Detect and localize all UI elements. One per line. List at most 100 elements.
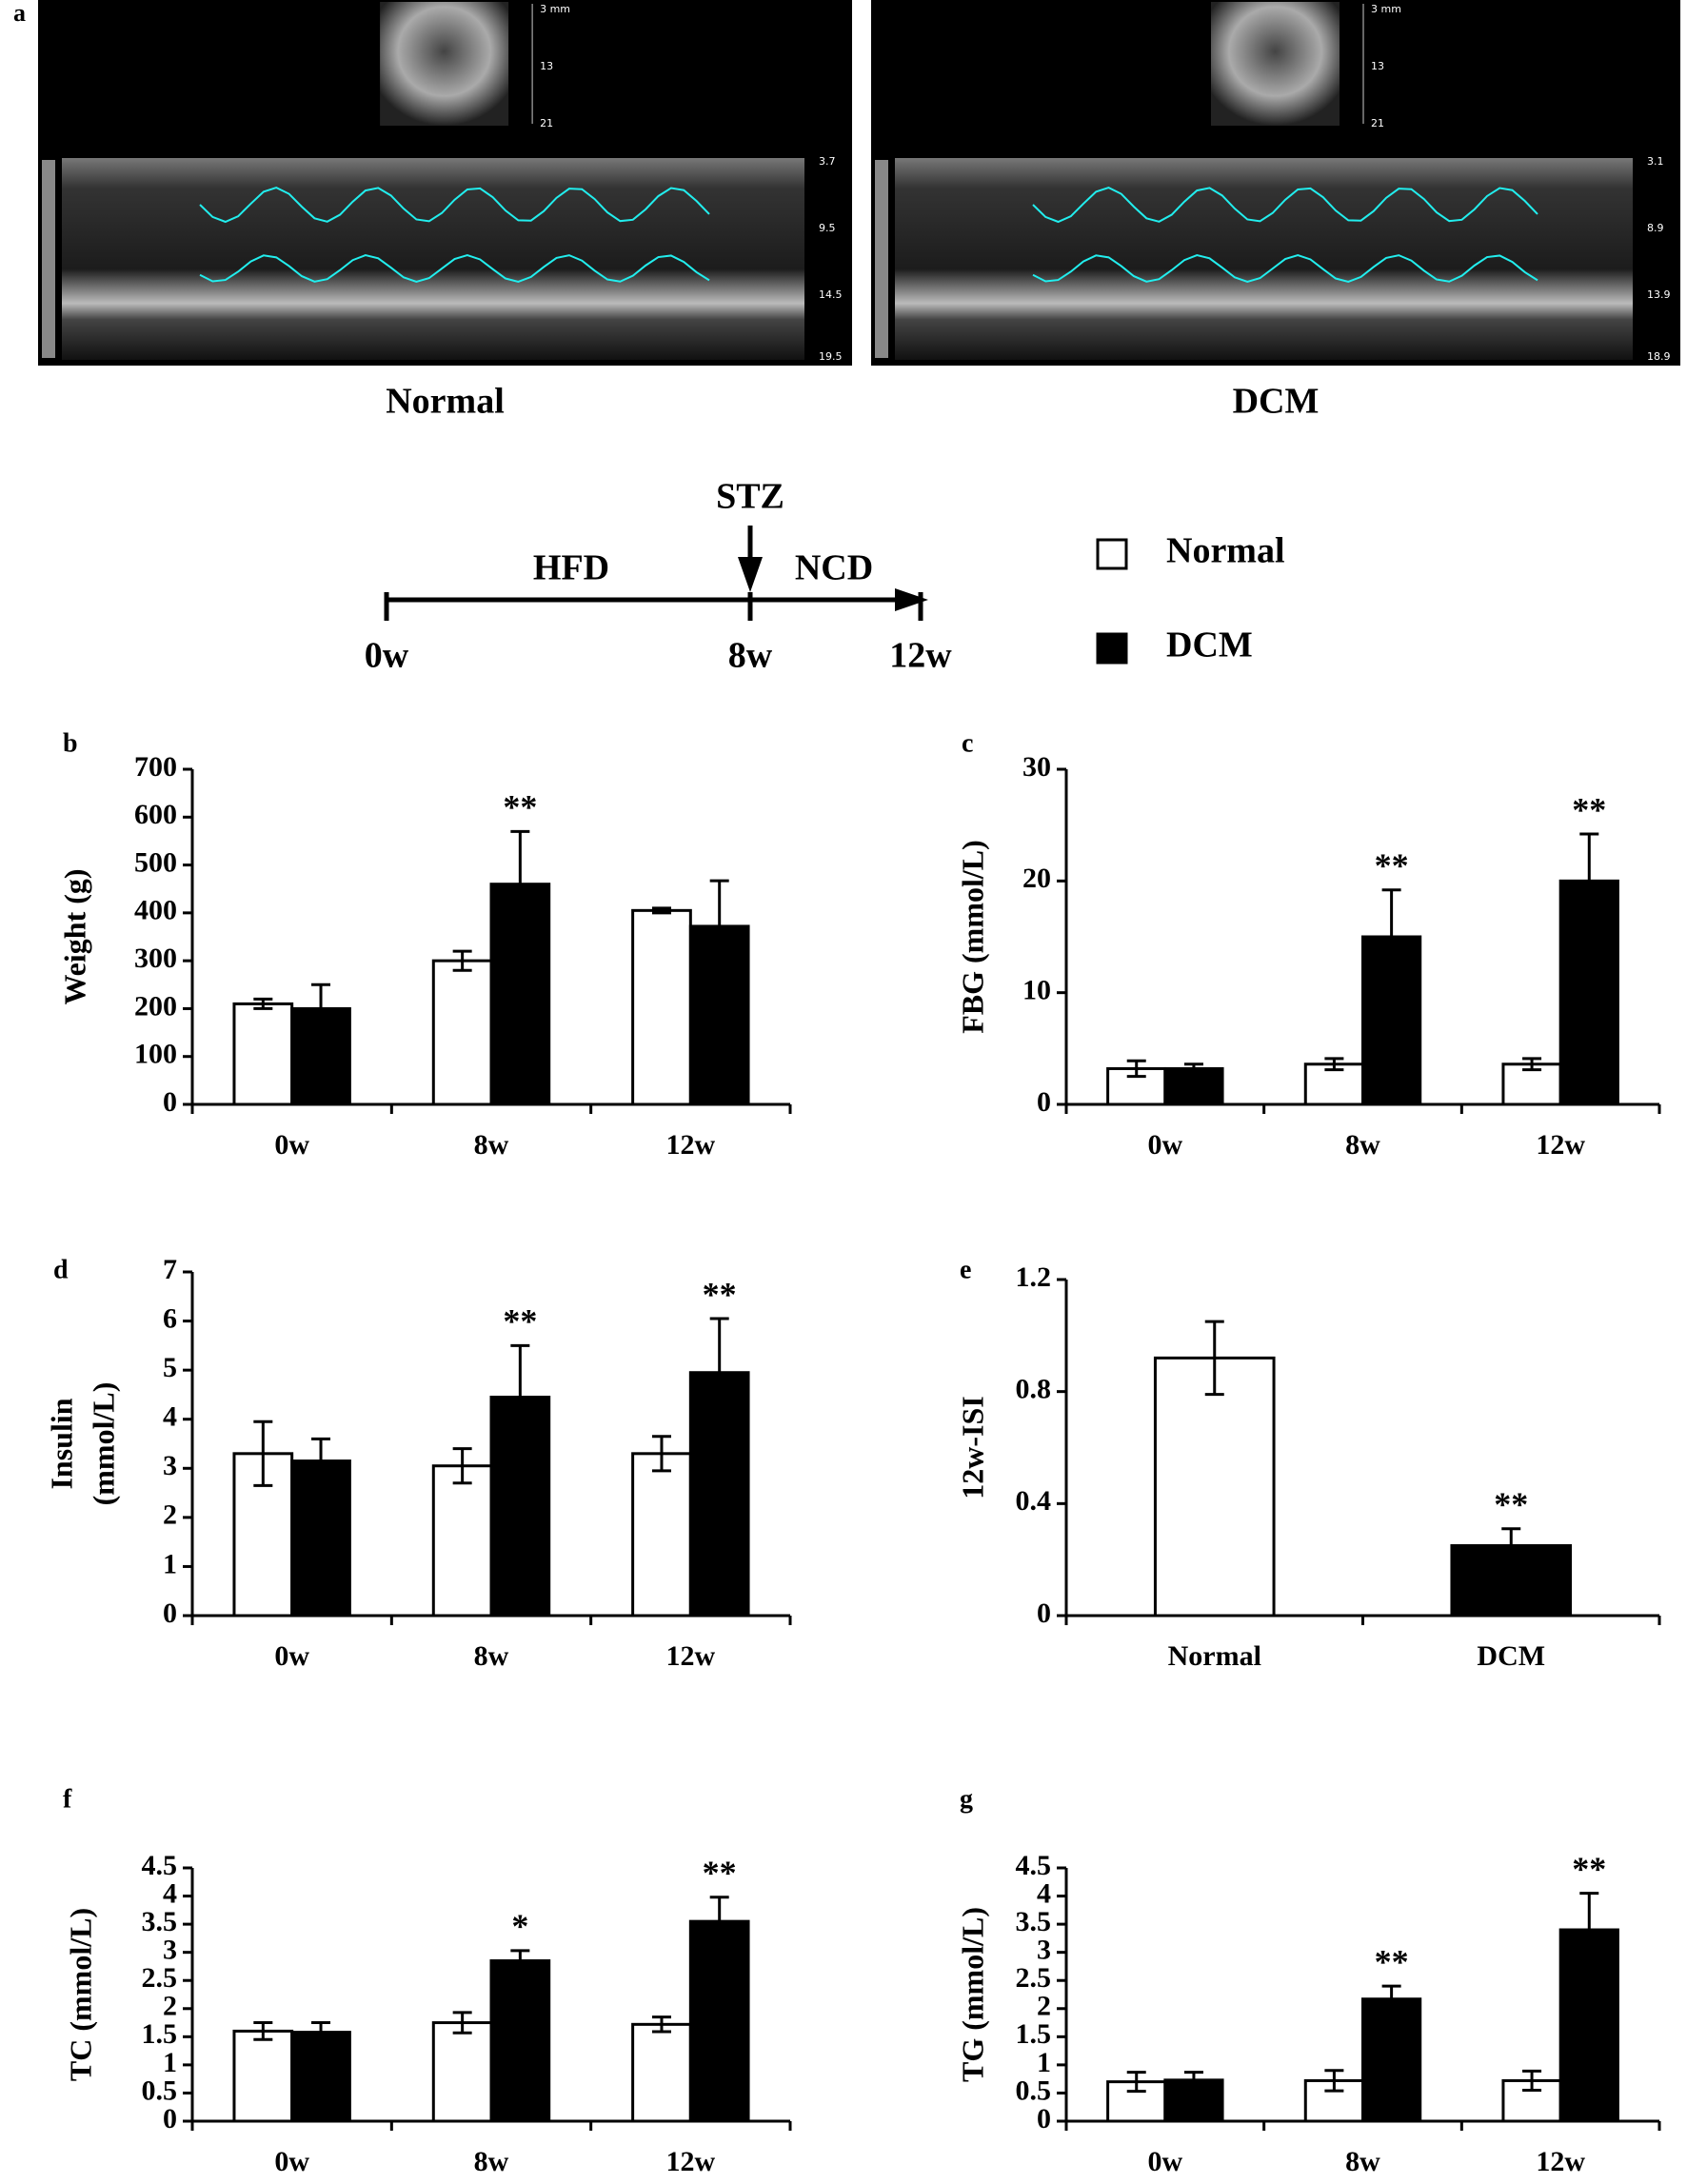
bar: [688, 1919, 750, 2123]
y-tick-label: 200: [134, 990, 177, 1022]
y-tick-label: 2.5: [142, 1962, 178, 1994]
error-bar: [1381, 1984, 1401, 2014]
y-tick-label: 0.4: [1016, 1485, 1052, 1517]
bar: [431, 1464, 493, 1618]
scale-label: 9.5: [819, 222, 836, 234]
panel-label: c: [962, 728, 973, 758]
timeline-label: HFD: [533, 548, 609, 588]
error-bar: [651, 2015, 671, 2034]
scale-label: 13: [540, 60, 553, 72]
x-tick-label: 8w: [474, 2146, 509, 2177]
y-tick-label: 1: [163, 2047, 177, 2078]
x-tick-label: 8w: [474, 1640, 509, 1672]
y-axis-label: FBG (mmol/L): [955, 840, 989, 1034]
y-tick-label: 3.5: [142, 1906, 178, 1937]
x-tick-label: 0w: [1147, 1129, 1182, 1161]
y-tick-label: 10: [1022, 975, 1051, 1006]
panel-label: b: [63, 728, 78, 758]
gray-bar: [875, 160, 888, 358]
bar: [290, 2031, 351, 2123]
bar: [232, 2029, 294, 2123]
scale-label: 8.9: [1647, 222, 1664, 234]
trace-line: [199, 186, 710, 224]
y-tick-label: 700: [134, 751, 177, 783]
y-axis-label: Weight (g): [57, 868, 91, 1004]
y-tick-label: 20: [1022, 863, 1051, 894]
bar: [631, 1452, 692, 1618]
error-bar: [1183, 1062, 1203, 1075]
panel-label: d: [53, 1255, 69, 1284]
error-bar: [253, 997, 273, 1010]
m-mode-strip: [62, 158, 804, 360]
injection-arrowhead: [738, 557, 763, 592]
x-tick-label: DCM: [1477, 1640, 1545, 1672]
y-tick-label: 300: [134, 943, 177, 974]
y-tick-label: 7: [163, 1254, 177, 1285]
y-axis-label: TC (mmol/L): [63, 1908, 97, 2081]
y-tick-label: 4: [163, 1401, 177, 1433]
y-tick-label: 1: [1037, 2047, 1051, 2078]
error-bar: [1324, 1057, 1344, 1072]
panel-label: g: [960, 1784, 973, 1814]
significance-label: **: [1494, 1485, 1528, 1523]
y-tick-label: 1.2: [1016, 1261, 1052, 1293]
significance-label: **: [503, 788, 537, 826]
m-mode-strip: [895, 158, 1633, 360]
y-tick-label: 0: [1037, 1086, 1051, 1118]
trace-line: [199, 253, 710, 284]
scale-label: 13.9: [1647, 288, 1671, 301]
timeline-label: 0w: [365, 636, 409, 676]
y-tick-label: 600: [134, 799, 177, 830]
significance-label: **: [1572, 790, 1606, 828]
trace-line: [1032, 253, 1538, 284]
error-bar: [1204, 1320, 1224, 1397]
error-bar: [452, 1447, 472, 1485]
y-tick-label: 2: [163, 1499, 177, 1531]
x-tick-label: 12w: [1536, 2146, 1585, 2177]
image-caption: DCM: [1233, 382, 1320, 422]
y-tick-label: 0: [1037, 1598, 1051, 1629]
y-tick-label: 0: [163, 2103, 177, 2134]
error-bar: [311, 1437, 331, 1485]
bar: [232, 1002, 294, 1106]
error-bar: [709, 1317, 729, 1428]
x-tick-label: 12w: [665, 1640, 715, 1672]
bar: [631, 908, 692, 1106]
significance-label: **: [703, 1854, 737, 1892]
y-tick-label: 4: [163, 1877, 177, 1909]
scale-label: 13: [1371, 60, 1384, 72]
error-bar: [709, 1896, 729, 1948]
y-tick-label: 6: [163, 1302, 177, 1334]
x-tick-label: 0w: [274, 1640, 309, 1672]
significance-label: **: [1572, 1850, 1606, 1888]
error-bar: [651, 1435, 671, 1473]
image-caption: Normal: [386, 382, 505, 422]
significance-label: **: [703, 1275, 737, 1313]
panel-label: a: [13, 0, 26, 27]
timeline-label: 8w: [728, 636, 773, 676]
panel-label: f: [63, 1784, 72, 1814]
scale-label: 3.7: [819, 155, 836, 168]
y-tick-label: 0: [163, 1598, 177, 1629]
x-tick-label: 8w: [474, 1129, 509, 1161]
ultrasound-fan: [1211, 2, 1340, 126]
y-tick-label: 4.5: [142, 1850, 178, 1881]
significance-label: **: [1375, 846, 1409, 884]
timeline-label: 12w: [889, 636, 952, 676]
y-tick-label: 4.5: [1016, 1850, 1052, 1881]
gray-bar: [42, 160, 55, 358]
y-tick-label: 2.5: [1016, 1962, 1052, 1994]
x-tick-label: 0w: [1147, 2146, 1182, 2177]
timeline-label: NCD: [795, 548, 873, 588]
y-tick-label: 3: [163, 1450, 177, 1481]
bar: [1558, 879, 1619, 1106]
bar: [688, 1371, 750, 1618]
bar: [431, 2021, 493, 2123]
significance-label: **: [1375, 1942, 1409, 1980]
y-tick-label: 1.5: [142, 2018, 178, 2050]
bar: [631, 2022, 692, 2123]
error-bar: [1522, 2069, 1542, 2092]
ultrasound-fan: [380, 2, 509, 126]
error-bar: [651, 906, 671, 915]
y-tick-label: 100: [134, 1039, 177, 1070]
